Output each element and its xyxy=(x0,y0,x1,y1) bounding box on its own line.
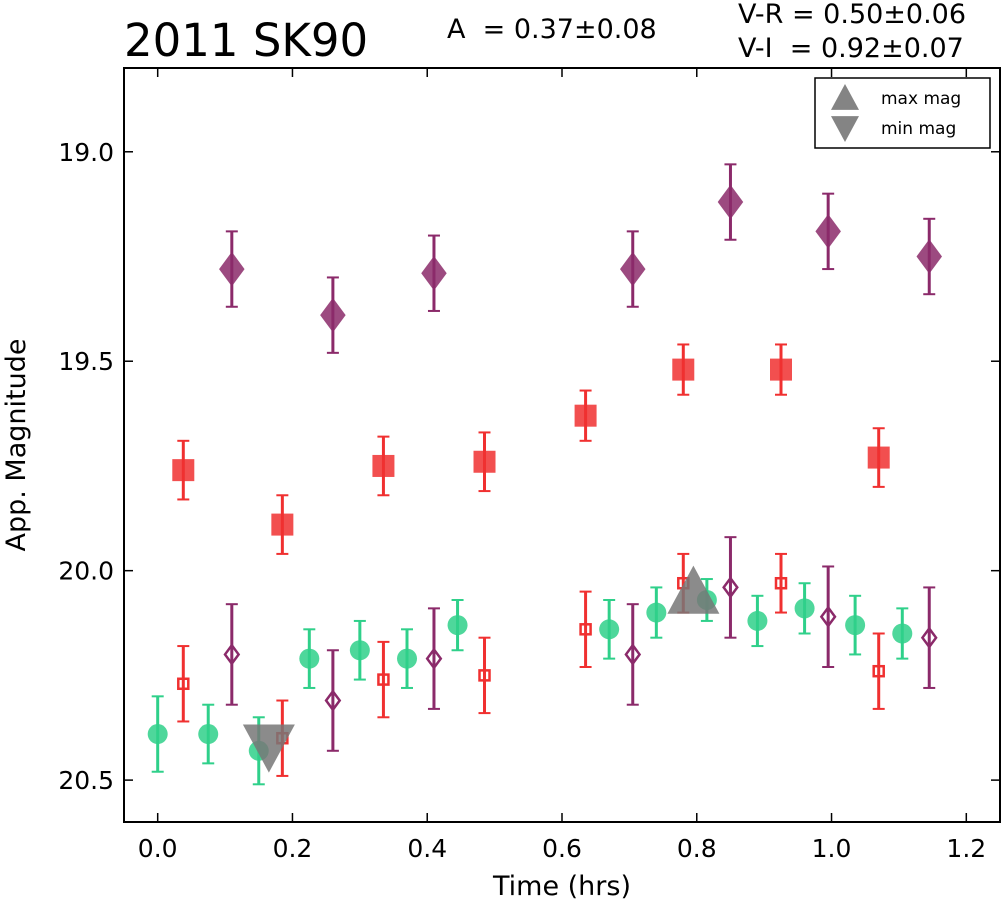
x-tick-label-0: 0.0 xyxy=(138,834,178,863)
data-point-s1-p7 xyxy=(867,446,890,469)
data-point-s0-p4 xyxy=(717,184,744,220)
plot-frame xyxy=(123,67,1001,823)
data-point-s4-p5 xyxy=(819,605,837,629)
data-point-s3-p2 xyxy=(377,673,390,686)
x-tick-label-4: 0.8 xyxy=(677,834,717,863)
data-point-s0-p0 xyxy=(219,251,245,287)
data-point-s3-p0 xyxy=(177,677,190,691)
data-point-s1-p5 xyxy=(672,358,695,381)
data-point-s2-p10 xyxy=(747,610,768,631)
y-tick-label-0: 19.0 xyxy=(58,138,114,167)
data-point-s1-p4 xyxy=(574,404,597,427)
plot-marks xyxy=(147,163,942,786)
legend-marker-0 xyxy=(831,84,859,110)
data-point-s2-p7 xyxy=(599,619,620,640)
data-point-s0-p1 xyxy=(320,297,346,333)
min-mag-marker xyxy=(242,724,295,773)
x-tick-label-6: 1.2 xyxy=(946,834,986,863)
data-point-s2-p8 xyxy=(646,602,667,623)
legend-marker-1 xyxy=(831,116,859,142)
data-point-s2-p5 xyxy=(397,648,418,669)
y-tick-label-2: 20.0 xyxy=(58,557,114,586)
data-point-s0-p5 xyxy=(815,214,841,249)
data-point-s2-p1 xyxy=(198,724,219,745)
data-point-s2-p12 xyxy=(845,615,866,636)
amplitude-annotation: A = 0.37±0.08 xyxy=(447,14,657,45)
data-point-s4-p4 xyxy=(722,576,739,599)
data-point-s4-p0 xyxy=(223,643,241,666)
legend-label-1: min mag xyxy=(881,119,956,139)
data-point-s4-p1 xyxy=(324,689,342,712)
data-point-s2-p4 xyxy=(349,640,370,661)
data-point-s4-p3 xyxy=(624,643,642,666)
data-point-s3-p6 xyxy=(774,576,788,590)
data-point-s2-p6 xyxy=(447,615,468,636)
data-point-s1-p3 xyxy=(473,450,496,473)
data-point-s2-p11 xyxy=(794,598,815,619)
data-point-s0-p3 xyxy=(620,251,646,287)
data-point-s2-p3 xyxy=(299,648,320,669)
y-tick-label-3: 20.5 xyxy=(58,766,114,795)
chart-title: 2011 SK90 xyxy=(124,14,369,67)
data-point-s1-p6 xyxy=(770,358,792,381)
v-i-annotation: V-I = 0.92±0.07 xyxy=(738,33,964,64)
legend: max mag min mag xyxy=(814,77,991,149)
data-point-s2-p0 xyxy=(147,724,168,745)
y-axis-label: App. Magnitude xyxy=(1,339,32,552)
data-point-s0-p2 xyxy=(421,256,447,291)
y-tick-label-1: 19.5 xyxy=(58,347,114,376)
x-axis-label: Time (hrs) xyxy=(492,871,631,902)
x-tick-label-5: 1.0 xyxy=(812,834,852,863)
data-point-s3-p3 xyxy=(478,669,491,682)
data-point-s0-p6 xyxy=(916,239,942,274)
x-tick-label-3: 0.6 xyxy=(542,834,582,863)
data-point-s1-p1 xyxy=(271,513,294,536)
data-point-s2-p13 xyxy=(892,623,913,644)
data-point-s3-p4 xyxy=(579,623,592,636)
x-tick-label-2: 0.4 xyxy=(407,834,447,863)
data-point-s3-p7 xyxy=(872,664,885,678)
data-point-s4-p2 xyxy=(425,647,443,670)
v-r-annotation: V-R = 0.50±0.06 xyxy=(738,0,967,30)
x-tick-label-1: 0.2 xyxy=(273,834,313,863)
data-point-s4-p6 xyxy=(920,626,938,649)
data-point-s1-p0 xyxy=(172,459,195,482)
max-mag-marker xyxy=(667,565,720,614)
data-point-s1-p2 xyxy=(372,454,395,477)
legend-label-0: max mag xyxy=(881,89,961,109)
plot-axes: 0.0 0.2 0.4 0.6 0.8 1.0 1.2 19.0 19.5 20.0 20.5 Tim… xyxy=(1,67,1001,902)
